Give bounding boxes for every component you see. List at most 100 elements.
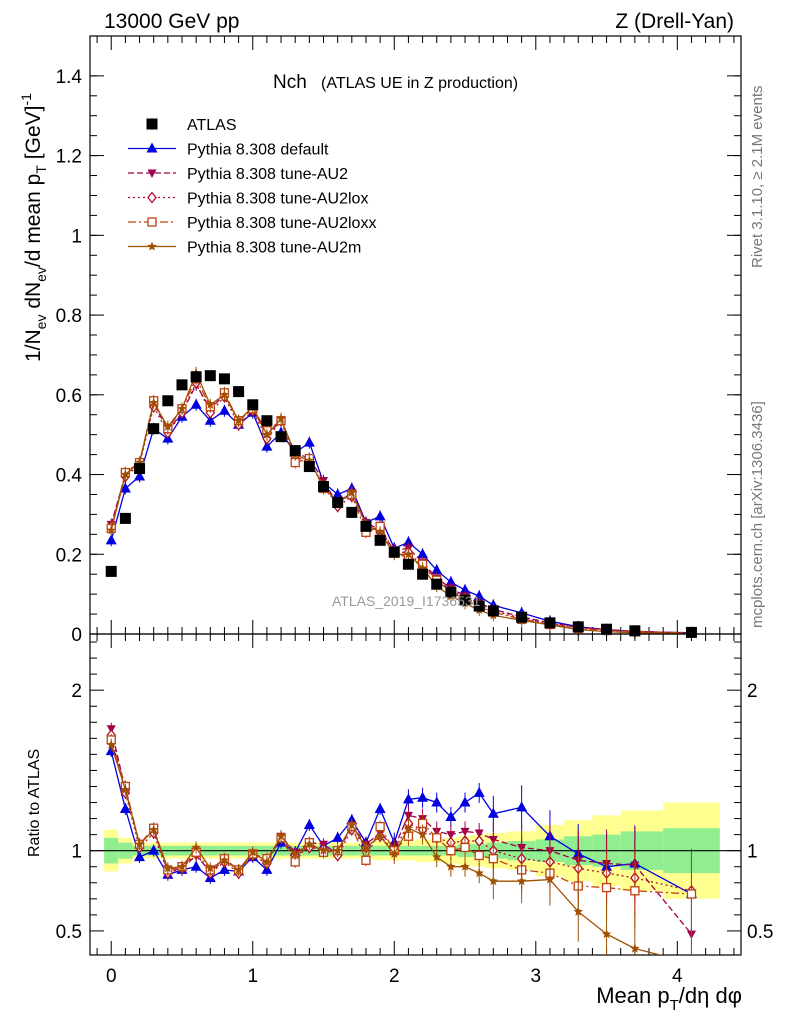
data-point-AU2m	[219, 389, 230, 399]
ratio-point-AU2m	[361, 842, 371, 852]
main-ytick-label: 0.6	[56, 386, 82, 407]
ratio-point-AU2m	[389, 848, 399, 858]
data-point-ATLAS	[544, 617, 556, 629]
ratio-point-AU2loxx	[488, 854, 498, 864]
data-point-default	[374, 510, 386, 521]
rivet-version-label: Rivet 3.1.10, ≥ 2.1M events	[749, 86, 766, 269]
data-point-ATLAS	[572, 621, 584, 633]
data-point-default	[459, 584, 471, 595]
series-line-AU2loxx	[110, 377, 692, 634]
ratio-point-AU2m	[630, 943, 640, 953]
data-point-AU2m	[106, 525, 116, 535]
ratio-point-AU2m	[318, 845, 329, 855]
ratio-point-AU2m	[375, 831, 385, 841]
ratio-point-AU2m	[177, 861, 187, 871]
ratio-point-default	[487, 807, 499, 818]
main-ytick-label: 0.4	[56, 466, 83, 487]
data-point-ATLAS	[261, 415, 273, 427]
ratio-point-default	[218, 863, 230, 874]
data-point-ATLAS	[402, 558, 414, 570]
ratio-point-AU2m	[290, 848, 300, 858]
ratio-ytick-label-right: 0.5	[747, 922, 773, 943]
data-point-ATLAS	[629, 625, 641, 637]
ratio-point-default	[516, 801, 528, 812]
header-right: Z (Drell-Yan)	[615, 10, 734, 33]
data-point-AU2m	[233, 415, 244, 425]
data-point-ATLAS	[247, 399, 259, 411]
ratio-point-AU2m	[163, 863, 173, 873]
data-point-ATLAS	[431, 578, 443, 590]
ratio-ytick-label-right: 2	[747, 681, 758, 702]
data-point-default	[261, 440, 273, 451]
ratio-point-default	[148, 844, 160, 855]
legend-marker-AU2lox	[147, 191, 157, 204]
ratio-point-AU2loxx	[686, 889, 697, 899]
ratio-ytick-label: 0.5	[56, 922, 82, 943]
data-point-ATLAS	[374, 534, 386, 546]
main-panel: 0 0.2 0.4 0.6 0.8 1 1.2 1.4 ATLAS Pythia 8.308 de…	[56, 35, 742, 646]
ratio-point-default	[431, 796, 443, 807]
ratio-point-AU2m	[417, 829, 428, 839]
ratio-point-AU2loxx	[432, 833, 442, 843]
data-point-ATLAS	[318, 480, 330, 492]
ratio-point-AU2m	[134, 839, 145, 849]
data-point-default	[417, 548, 429, 559]
data-point-AU2m	[276, 413, 286, 423]
ratio-line-AU2loxx	[110, 739, 692, 895]
ratio-point-AU2m	[304, 839, 315, 849]
ratio-panel: 0.5 0.5 1 1 2 2 0 1 2 3 4	[56, 633, 773, 987]
data-point-default	[119, 482, 131, 493]
data-point-AU2m	[148, 397, 159, 407]
ratio-line-AU2	[110, 728, 693, 935]
main-ylabel: 1/Nev dNev/d mean pT [GeV]-1	[18, 93, 49, 362]
data-point-ATLAS	[459, 594, 471, 606]
ratio-point-AU2m	[347, 820, 357, 829]
ratio-line-AU2m	[110, 744, 663, 955]
header-left: 13000 GeV pp	[104, 10, 239, 33]
ratio-point-default	[374, 802, 386, 813]
data-point-default	[473, 590, 485, 601]
ratio-frame	[89, 633, 742, 956]
ratio-point-AU2m	[205, 863, 215, 873]
data-point-ATLAS	[473, 600, 485, 612]
ratio-point-AU2m	[219, 855, 230, 865]
ratio-point-AU2loxx	[375, 821, 385, 832]
plot-subtitle: (ATLAS UE in Z production)	[321, 75, 518, 92]
ratio-point-AU2m	[233, 864, 244, 874]
data-point-ATLAS	[148, 423, 160, 435]
legend-marker-AU2	[147, 169, 157, 178]
data-point-ATLAS	[190, 371, 202, 383]
data-point-default	[445, 576, 457, 587]
series-line-AU2	[110, 383, 692, 634]
legend-marker-AU2loxx	[147, 217, 157, 227]
data-point-ATLAS	[303, 461, 315, 473]
ratio-ytick-label: 1	[71, 842, 82, 863]
ratio-point-default	[417, 791, 429, 802]
data-point-AU2m	[163, 421, 173, 431]
ratio-ylabel: Ratio to ATLAS	[26, 749, 43, 857]
ratio-point-AU2m	[106, 739, 116, 749]
data-point-default	[431, 564, 443, 575]
main-ytick-label: 1.2	[56, 147, 82, 168]
series-line-AU2m	[110, 371, 692, 635]
data-point-AU2m	[347, 487, 357, 497]
data-point-default	[332, 488, 344, 499]
ratio-point-AU2m	[545, 874, 555, 884]
data-point-default	[218, 404, 230, 415]
data-point-ATLAS	[516, 611, 528, 623]
legend-label-AU2loxx: Pythia 8.308 tune-AU2loxx	[187, 215, 376, 232]
data-point-ATLAS	[218, 373, 230, 385]
data-point-ATLAS	[134, 463, 146, 475]
ratio-point-AU2m	[262, 856, 272, 866]
ratio-point-AU2loxx	[446, 846, 456, 856]
series-line-AU2lox	[110, 381, 692, 634]
legend-marker-ATLAS	[146, 118, 158, 130]
legend: ATLAS Pythia 8.308 default Pythia 8.308 tu…	[128, 117, 376, 257]
data-point-AU2m	[205, 399, 215, 409]
ratio-point-default	[459, 796, 471, 807]
data-point-AU2m	[177, 403, 187, 413]
ratio-point-AU2m	[332, 845, 343, 855]
legend-marker-AU2m	[147, 241, 157, 251]
data-point-AU2m	[262, 429, 272, 439]
